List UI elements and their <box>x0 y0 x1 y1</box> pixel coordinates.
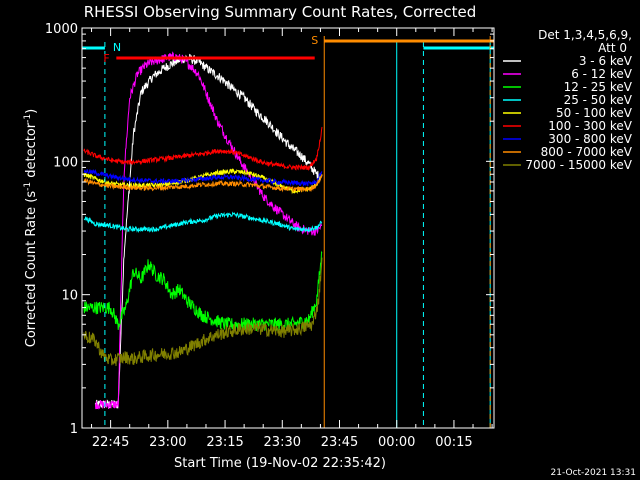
x-tick-label-1: 22:45 <box>92 435 129 450</box>
y-axis-label-mid: detector <box>24 122 39 182</box>
y-tick-label-3: 100 <box>53 155 78 170</box>
legend-entry-9: 7000 - 15000 keV <box>525 158 632 172</box>
flare-flag-label: F <box>103 52 109 65</box>
legend-header-line2: Att 0 <box>598 41 627 55</box>
chart-title: RHESSI Observing Summary Count Rates, Co… <box>84 3 477 21</box>
series-line-9 <box>83 257 323 367</box>
y-axis-label: Corrected Count Rate (s-1 detector-1) <box>23 109 39 347</box>
series-line-7 <box>83 168 323 187</box>
legend-entry-8: 800 - 7000 keV <box>541 145 633 159</box>
legend-entry-4: 25 - 50 keV <box>564 93 633 107</box>
x-tick-label-7: 00:15 <box>435 435 472 450</box>
series-line-8 <box>83 174 323 193</box>
legend-entry-5: 50 - 100 keV <box>556 106 633 120</box>
series-line-2 <box>94 51 323 410</box>
x-tick-label-4: 23:30 <box>264 435 301 450</box>
x-tick-label-5: 23:45 <box>321 435 358 450</box>
y-tick-label-2: 10 <box>61 289 78 304</box>
x-tick-label-2: 23:00 <box>149 435 186 450</box>
legend-header-line1: Det 1,3,4,5,6,9, <box>538 28 632 42</box>
legend-entry-2: 6 - 12 keV <box>571 67 633 81</box>
legend-entry-7: 300 - 800 keV <box>548 132 632 146</box>
x-tick-label-3: 23:15 <box>206 435 243 450</box>
night-flag-label: N <box>113 41 121 54</box>
y-axis-label-sup1: -1 <box>23 182 33 191</box>
series-line-1 <box>94 53 323 409</box>
x-axis-label: Start Time (19-Nov-02 22:35:42) <box>174 456 386 471</box>
series-line-6 <box>83 126 323 171</box>
plot-frame <box>81 27 495 429</box>
legend-entry-1: 3 - 6 keV <box>579 54 633 68</box>
legend-entry-3: 12 - 25 keV <box>564 80 633 94</box>
saa-flag-label: S <box>311 34 318 47</box>
y-axis-label-sup2: -1 <box>23 114 33 123</box>
legend-entry-6: 100 - 300 keV <box>548 119 632 133</box>
plot-area: NF S 1 10 100 1000 22:45 23:00 23:15 23:30 23:45 00… <box>45 22 495 450</box>
series-line-4 <box>83 211 323 234</box>
y-tick-label-1: 1 <box>70 422 78 437</box>
x-tick-label-6: 00:00 <box>378 435 415 450</box>
y-tick-label-4: 1000 <box>45 22 78 37</box>
footer-timestamp: 21-Oct-2021 13:31 <box>551 468 636 478</box>
y-axis-label-end: ) <box>24 109 39 114</box>
y-axis-label-main: Corrected Count Rate (s <box>24 191 39 348</box>
